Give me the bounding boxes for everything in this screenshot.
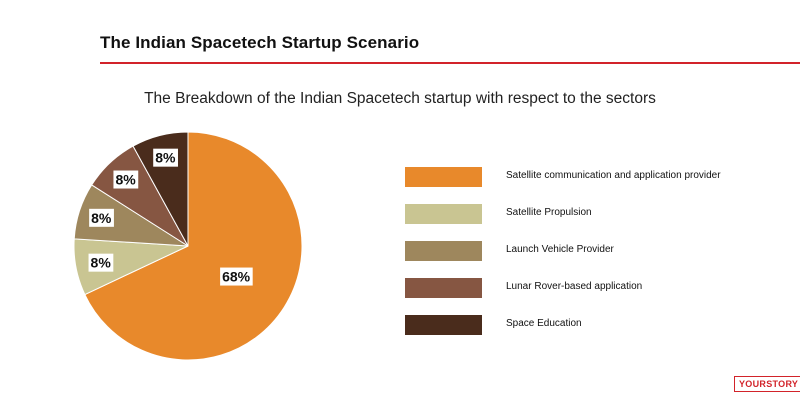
page-title: The Indian Spacetech Startup Scenario: [100, 33, 420, 52]
legend-swatch: [405, 204, 482, 224]
pie-data-label-box: [89, 208, 114, 227]
pie-data-label-box: [113, 170, 139, 189]
legend-label: Space Education: [506, 318, 582, 329]
legend-label: Satellite Propulsion: [506, 207, 592, 218]
chart-title: The Breakdown of the Indian Spacetech st…: [144, 90, 656, 107]
pie-data-label-text: 8%: [155, 150, 176, 166]
pie-data-label-box: [153, 148, 178, 167]
legend-swatch: [405, 167, 482, 187]
pie-data-label-text: 8%: [91, 255, 112, 271]
pie-data-label: 8%: [113, 170, 139, 189]
pie-data-label: 8%: [153, 148, 178, 167]
pie-data-label: 8%: [88, 253, 114, 272]
pie-data-label-text: 68%: [222, 269, 251, 285]
pie-data-label: 8%: [89, 208, 114, 227]
pie-data-label-box: [88, 253, 114, 272]
pie-data-label-box: [220, 267, 253, 286]
pie-data-label-text: 8%: [115, 172, 136, 188]
legend-label: Launch Vehicle Provider: [506, 244, 614, 255]
pie-data-label-text: 8%: [91, 210, 112, 226]
header-divider: [100, 62, 800, 64]
legend-label: Lunar Rover-based application: [506, 281, 643, 292]
legend-swatch: [405, 241, 482, 261]
pie-slice: [84, 131, 303, 361]
pie-data-label: 68%: [220, 267, 253, 286]
legend-swatch: [405, 278, 482, 298]
legend-label: Satellite communication and application …: [506, 170, 721, 181]
brand-watermark: YOURSTORY: [734, 376, 800, 392]
legend-swatch: [405, 315, 482, 335]
